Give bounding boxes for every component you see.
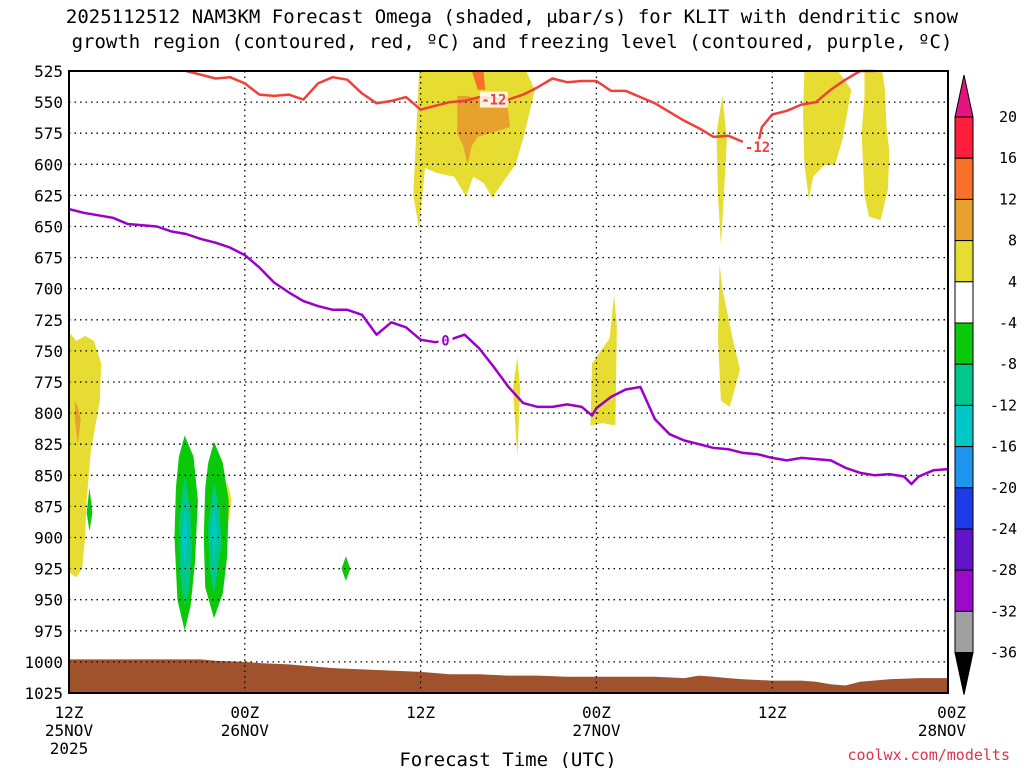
omega-region-2 <box>471 71 486 90</box>
y-tick-label-575: 575 <box>34 124 63 143</box>
y-tick-label-900: 900 <box>34 529 63 548</box>
x-tick-label-0-2: 25NOV <box>45 721 94 740</box>
y-tick-label-625: 625 <box>34 186 63 205</box>
colorbar-bottom-arrow <box>954 652 974 695</box>
y-tick-label-875: 875 <box>34 497 63 516</box>
x-tick-label-1-2: 26NOV <box>221 721 270 740</box>
chart-title-line-2: growth region (contoured, red, ºC) and f… <box>71 31 953 53</box>
dgz-label-bg-1 <box>743 138 772 155</box>
site-credit: coolwx.com/modelts <box>847 746 1010 764</box>
dgz-contour-line-0 <box>185 69 744 144</box>
y-tick-label-675: 675 <box>34 249 63 268</box>
colorbar-swatch-5 <box>954 322 974 365</box>
omega-region-1 <box>457 95 510 165</box>
colorbar-label-9: -20 <box>990 479 1017 497</box>
omega-region-19 <box>341 556 351 581</box>
y-tick-label-775: 775 <box>34 373 63 392</box>
omega-region-9 <box>718 263 740 407</box>
y-tick-label-800: 800 <box>34 404 63 423</box>
y-tick-label-1025: 1025 <box>24 684 63 703</box>
y-tick-label-825: 825 <box>34 435 63 454</box>
x-tick-label-0-1: 12Z <box>55 703 84 722</box>
x-tick-label-1-1: 00Z <box>230 703 259 722</box>
freezing-label-bg <box>438 332 453 349</box>
y-tick-label-925: 925 <box>34 560 63 579</box>
y-tick-label-600: 600 <box>34 155 63 174</box>
dgz-contour-label-0: -12 <box>481 93 506 109</box>
colorbar-swatch-7 <box>954 404 974 448</box>
colorbar-top-arrow <box>954 74 974 118</box>
colorbar-swatch-4 <box>954 281 974 324</box>
y-tick-label-525: 525 <box>34 62 63 81</box>
x-tick-label-0-3: 2025 <box>50 739 89 758</box>
colorbar-label-1: 16 <box>999 149 1017 167</box>
colorbar-swatch-9 <box>954 487 974 530</box>
y-tick-label-750: 750 <box>34 342 63 361</box>
x-axis-title: Forecast Time (UTC) <box>399 749 616 768</box>
colorbar-label-3: 8 <box>1008 232 1017 250</box>
y-tick-label-700: 700 <box>34 280 63 299</box>
colorbar-label-0: 20 <box>999 108 1017 126</box>
grid-layer <box>69 71 948 693</box>
dgz-label-bg-0 <box>479 91 508 108</box>
chart-title-line-1: 2025112512 NAM3KM Forecast Omega (shaded… <box>65 6 959 28</box>
x-tick-label-5-2: 28NOV <box>918 721 967 740</box>
y-tick-label-950: 950 <box>34 591 63 610</box>
x-tick-label-5-1: 00Z <box>937 703 966 722</box>
x-tick-label-3-2: 27NOV <box>572 721 621 740</box>
dgz-contour-line-1 <box>756 69 875 146</box>
colorbar-swatch-2 <box>954 198 974 242</box>
colorbar-label-8: -16 <box>990 438 1017 456</box>
x-tick-label-4-1: 12Z <box>758 703 787 722</box>
omega-region-17 <box>211 506 217 563</box>
omega-region-12 <box>86 487 93 532</box>
colorbar-label-2: 12 <box>999 190 1017 208</box>
plot-frame <box>68 70 949 694</box>
omega-region-11 <box>861 71 890 221</box>
omega-region-7 <box>590 294 617 426</box>
freezing-level-label: 0 <box>441 333 449 349</box>
colorbar-label-11: -28 <box>990 561 1017 579</box>
dgz-contour-label-1: -12 <box>745 140 770 156</box>
colorbar-swatch-3 <box>954 240 974 283</box>
contour-layer: 0 -12 -12 <box>68 69 949 486</box>
freezing-level-line <box>68 207 949 486</box>
y-axis: 525 550 575 600 625 650 675 700 725 750 775 800 825 8… <box>24 62 63 703</box>
colorbar-label-12: -32 <box>990 602 1017 620</box>
omega-region-4 <box>74 400 81 445</box>
omega-region-18 <box>181 510 188 569</box>
y-tick-label-850: 850 <box>34 466 63 485</box>
colorbar-label-10: -24 <box>990 520 1017 538</box>
y-tick-label-550: 550 <box>34 93 63 112</box>
x-tick-label-3-1: 00Z <box>582 703 611 722</box>
x-tick-label-2-1: 12Z <box>406 703 435 722</box>
terrain-layer <box>69 659 948 693</box>
colorbar: 20 16 12 8 4 -4 -8 -12 -16 -20 -24 -28 -32 -36 <box>954 74 1017 695</box>
colorbar-swatch-6 <box>954 363 974 406</box>
colorbar-label-6: -8 <box>999 355 1017 373</box>
colorbar-swatch-12 <box>954 610 974 654</box>
colorbar-swatch-11 <box>954 569 974 612</box>
colorbar-label-5: -4 <box>999 314 1017 332</box>
y-tick-label-725: 725 <box>34 311 63 330</box>
terrain-surface <box>69 659 948 693</box>
omega-region-3 <box>69 332 102 578</box>
y-tick-label-1000: 1000 <box>24 653 63 672</box>
colorbar-swatch-8 <box>954 446 974 489</box>
colorbar-swatch-0 <box>954 116 974 159</box>
y-tick-label-650: 650 <box>34 218 63 237</box>
colorbar-swatch-1 <box>954 157 974 200</box>
y-tick-label-975: 975 <box>34 622 63 641</box>
colorbar-label-4: 4 <box>1008 273 1017 291</box>
colorbar-swatch-10 <box>954 528 974 571</box>
colorbar-label-7: -12 <box>990 396 1017 414</box>
colorbar-label-13: -36 <box>990 644 1017 662</box>
